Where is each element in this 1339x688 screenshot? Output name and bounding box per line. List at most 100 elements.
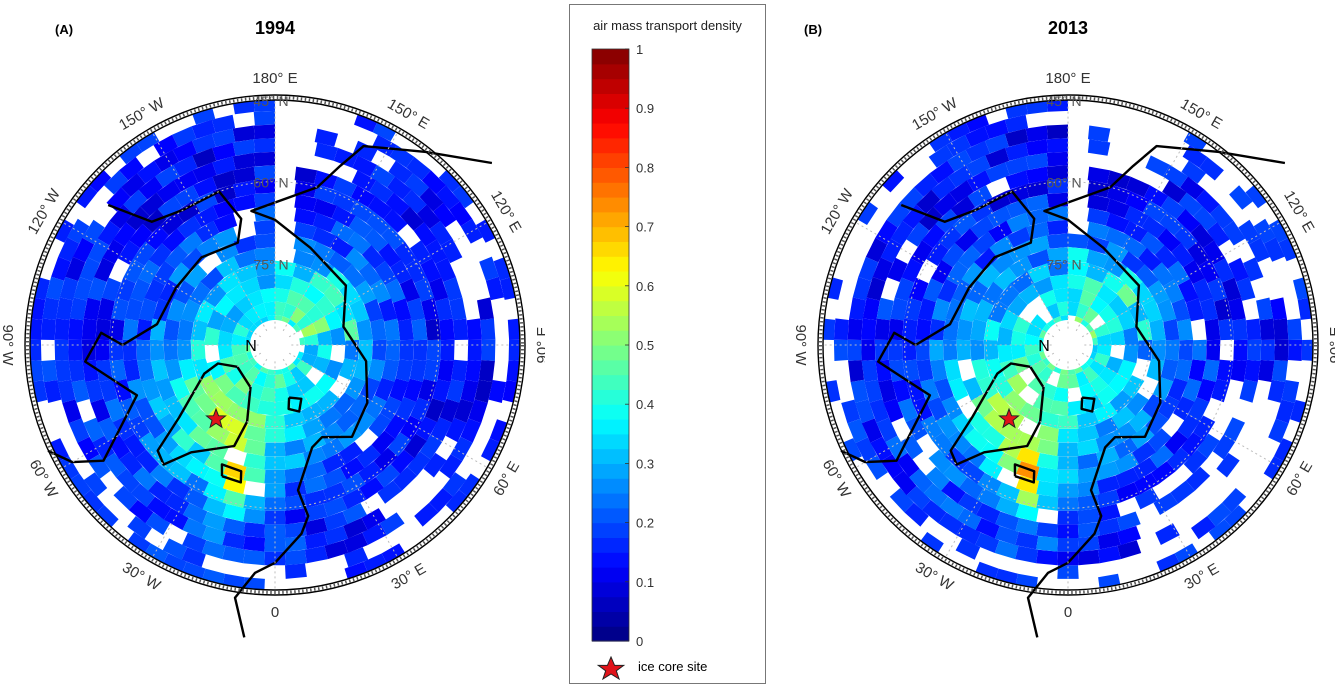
polar-map-2013: 45° N60° N75° N180° E150° E120° E90° E60…	[790, 0, 1335, 688]
polar-map-1994: 45° N60° N75° N180° E150° E120° E90° E60…	[0, 0, 545, 688]
density-cell	[254, 111, 275, 126]
density-cell	[1036, 522, 1058, 538]
colorbar: 00.10.20.30.40.50.60.70.80.91	[570, 5, 765, 650]
colorbar-step	[592, 330, 629, 345]
parallel-label: 75° N	[1046, 256, 1081, 272]
density-cell	[69, 360, 85, 382]
density-cell	[861, 340, 875, 361]
density-cell	[880, 168, 904, 192]
meridian-label: 30° W	[912, 559, 957, 595]
colorbar-step	[592, 256, 629, 271]
colorbar-step	[592, 241, 629, 256]
density-cell	[465, 360, 481, 382]
colorbar-step	[592, 463, 629, 478]
density-cell	[55, 318, 70, 340]
density-cell	[1036, 495, 1058, 511]
density-cell	[1233, 340, 1247, 361]
density-cell	[888, 340, 902, 361]
density-cell	[136, 340, 150, 361]
density-cell	[1246, 319, 1261, 341]
density-cell	[109, 319, 125, 341]
colorbar-step	[592, 345, 629, 360]
density-cell	[68, 318, 83, 340]
density-cell	[358, 340, 373, 361]
colorbar-step	[592, 64, 629, 79]
density-cell	[1151, 340, 1166, 361]
density-cell	[95, 340, 109, 361]
density-cell	[41, 360, 57, 382]
density-cell	[875, 360, 891, 382]
colorbar-step	[592, 197, 629, 212]
colorbar-tick-label: 1	[636, 42, 643, 57]
density-cell	[1036, 550, 1058, 566]
density-cell	[1036, 536, 1058, 552]
density-cell	[243, 508, 265, 524]
colorbar-step	[592, 375, 629, 390]
density-cell	[1165, 340, 1180, 361]
red-star-icon	[596, 656, 626, 680]
density-cell	[957, 319, 973, 341]
north-pole-label: N	[1038, 338, 1050, 355]
density-cell	[834, 340, 848, 361]
colorbar-step	[592, 611, 629, 626]
colorbar-step	[592, 389, 629, 404]
density-cell	[1078, 508, 1100, 524]
density-cell	[480, 318, 495, 340]
density-cell	[41, 318, 56, 340]
density-cell	[1192, 340, 1206, 361]
density-cell	[479, 360, 495, 382]
density-cell	[1177, 319, 1193, 341]
colorbar-step	[592, 286, 629, 301]
density-cell	[254, 125, 275, 140]
north-pole-label: N	[245, 338, 257, 355]
density-cell	[372, 340, 387, 361]
meridian-label: 60° W	[26, 457, 62, 502]
density-cell	[1273, 318, 1288, 340]
density-cell	[468, 340, 482, 361]
density-cell	[862, 360, 878, 382]
meridian-label: 180° E	[1045, 70, 1090, 87]
density-cell	[68, 340, 82, 361]
colorbar-step	[592, 567, 629, 582]
density-cell	[477, 297, 494, 320]
density-cell	[1246, 184, 1270, 209]
colorbar-step	[592, 271, 629, 286]
density-cell	[384, 319, 400, 341]
panel-a-1994: (A) 1994 45° N 60° N 75° N 180° E 150° E 120°…	[0, 0, 545, 688]
density-cell	[1288, 340, 1302, 361]
colorbar-step	[592, 138, 629, 153]
density-cell	[254, 138, 275, 153]
colorbar-step	[592, 508, 629, 523]
density-cell	[875, 319, 890, 341]
density-cell	[285, 508, 307, 524]
colorbar-step	[592, 108, 629, 123]
parallel-label: 60° N	[1046, 175, 1081, 191]
colorbar-tick-label: 0.1	[636, 575, 654, 590]
density-cell	[1047, 233, 1068, 248]
meridian-label: 0	[271, 604, 279, 621]
density-cell	[1287, 318, 1302, 340]
colorbar-step	[592, 123, 629, 138]
density-cell	[285, 550, 307, 566]
density-cell	[82, 360, 98, 382]
density-cell	[164, 340, 179, 361]
density-cell	[243, 550, 265, 566]
density-cell	[1258, 360, 1274, 382]
density-cell	[1205, 319, 1221, 341]
density-cell	[1078, 550, 1100, 566]
density-cell	[254, 220, 275, 235]
density-cell	[1244, 360, 1260, 382]
density-cell	[177, 340, 192, 361]
density-cell	[243, 522, 265, 538]
density-cell	[1057, 429, 1078, 443]
density-cell	[1047, 138, 1068, 153]
density-cell	[370, 319, 386, 341]
density-cell	[1260, 318, 1275, 340]
colorbar-step	[592, 419, 629, 434]
density-cell	[243, 536, 265, 552]
density-cell	[481, 340, 495, 361]
colorbar-step	[592, 212, 629, 227]
density-cell	[451, 360, 467, 382]
density-cell	[943, 340, 957, 361]
density-cell	[243, 495, 265, 511]
